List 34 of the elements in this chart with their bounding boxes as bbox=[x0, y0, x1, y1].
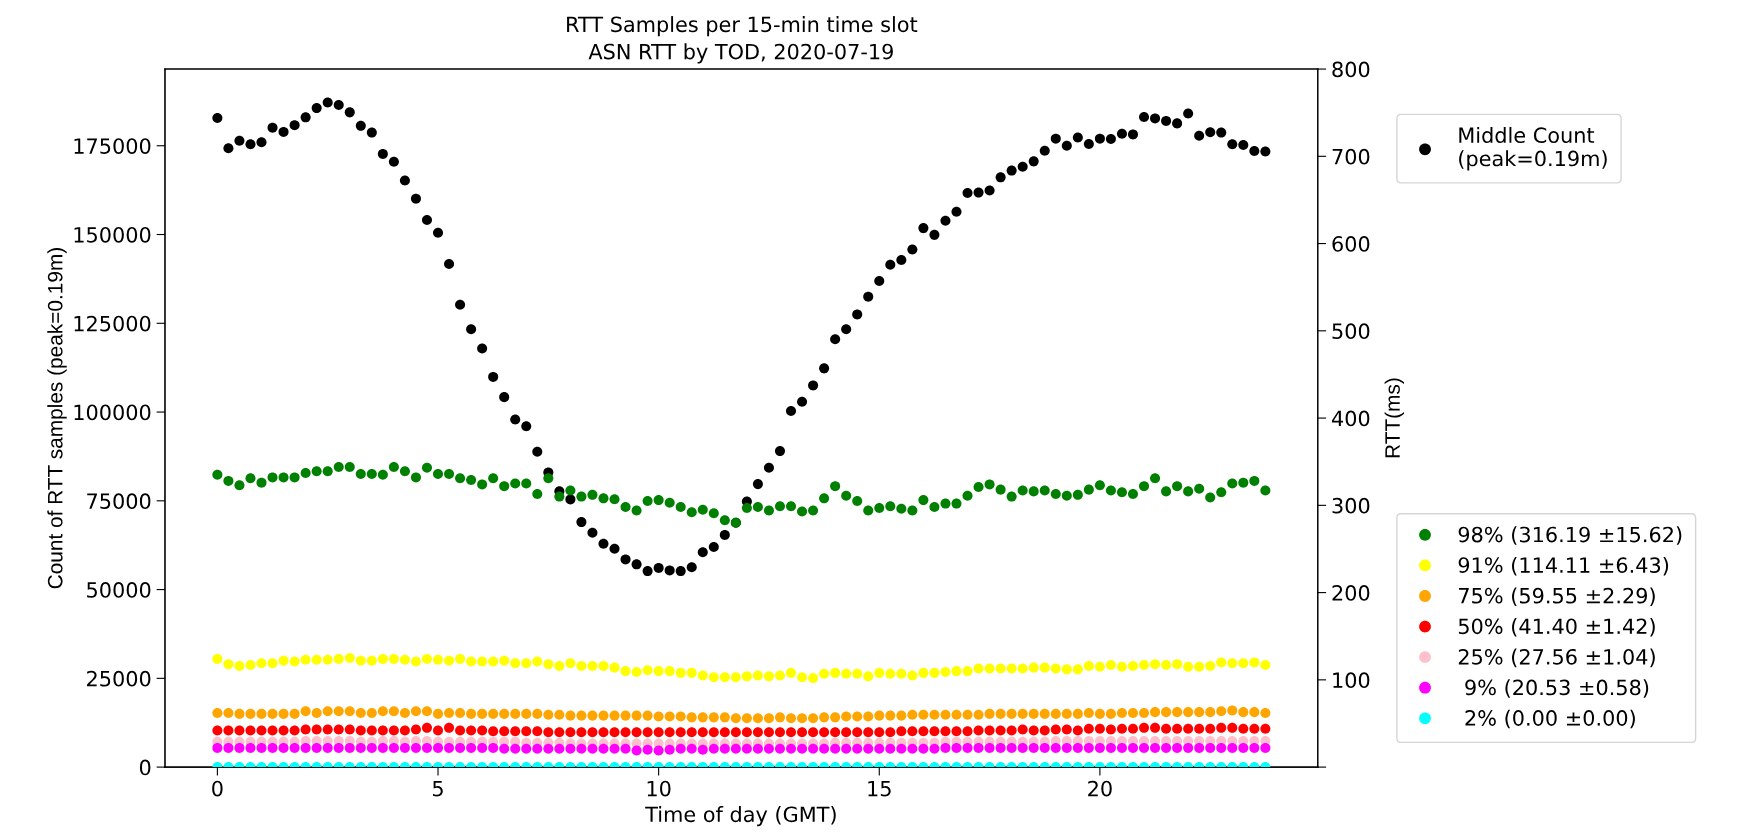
legend-label: 91% (114.11 ±6.43) bbox=[1458, 556, 1669, 576]
legend-label: Middle Count (peak=0.19m) bbox=[1459, 126, 1607, 171]
y2-tick-label: 500 bbox=[1332, 323, 1370, 340]
y2-tick-label: 300 bbox=[1332, 497, 1370, 514]
y-tick-label: 100000 bbox=[74, 404, 151, 421]
legend-label: 2% (0.00 ±0.00) bbox=[1465, 709, 1635, 729]
y2-tick-label: 100 bbox=[1333, 672, 1370, 689]
y-tick-label: 175000 bbox=[74, 138, 151, 154]
chart-title: RTT Samples per 15-min time slot bbox=[567, 16, 918, 37]
y2-tick-label: 700 bbox=[1332, 148, 1370, 165]
y-tick-label: 50000 bbox=[87, 582, 151, 598]
legend-label: 50% (41.40 ±1.42) bbox=[1458, 618, 1655, 637]
y2-tick-label: 200 bbox=[1332, 585, 1370, 601]
legend-label: 9% (20.53 ±0.58) bbox=[1465, 679, 1649, 698]
y-tick-label: 0 bbox=[139, 759, 151, 776]
y2-tick-label: 400 bbox=[1331, 410, 1370, 427]
legend-label: 75% (59.55 ±2.29) bbox=[1459, 587, 1655, 607]
legend-label: 98% (316.19 ±15.62) bbox=[1458, 526, 1682, 545]
y-tick-label: 150000 bbox=[74, 226, 151, 243]
y2-axis-title: RTT(ms) bbox=[1384, 378, 1405, 458]
x-tick-label: 0 bbox=[212, 780, 223, 797]
x-axis-title: Time of day (GMT) bbox=[645, 806, 836, 827]
y-tick-label: 25000 bbox=[87, 670, 151, 687]
x-tick-label: 20 bbox=[1088, 780, 1112, 797]
chart-subtitle: ASN RTT by TOD, 2020-07-19 bbox=[588, 43, 893, 64]
y2-tick-label: 600 bbox=[1332, 236, 1370, 252]
x-tick-label: 15 bbox=[868, 780, 891, 797]
x-tick-label: 5 bbox=[432, 780, 443, 797]
y-tick-label: 75000 bbox=[87, 493, 151, 510]
x-tick-label: 10 bbox=[647, 780, 671, 797]
y-tick-label: 125000 bbox=[74, 315, 151, 332]
y2-tick-label: 800 bbox=[1332, 61, 1370, 78]
y-axis-title: Count of RTT samples (peak=0.19m) bbox=[47, 248, 67, 589]
legend-label: 25% (27.56 ±1.04) bbox=[1458, 648, 1655, 668]
